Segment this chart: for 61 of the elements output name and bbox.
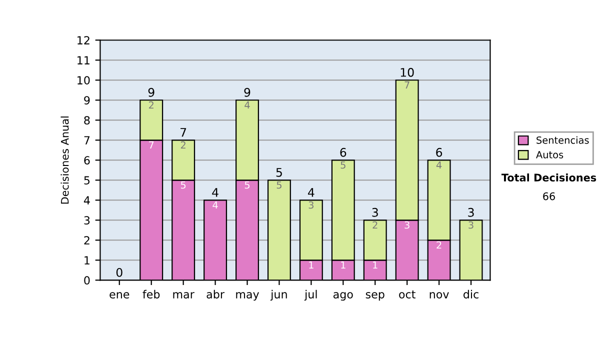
data-label: 1: [341, 261, 346, 269]
data-label: 7: [149, 141, 154, 149]
data-label: 1: [373, 261, 378, 269]
y-tick-label: 0: [84, 276, 90, 285]
data-label: 3: [468, 221, 474, 229]
data-label: 3: [404, 221, 410, 229]
y-tick-label: 9: [84, 96, 90, 105]
total-label: 3: [468, 208, 474, 217]
text: 66: [543, 192, 555, 200]
data-label: 2: [372, 221, 378, 229]
data-label: 4: [212, 201, 218, 209]
data-label: 5: [340, 161, 346, 169]
y-tick-label: 4: [84, 196, 90, 204]
y-tick-label: 12: [78, 36, 90, 44]
x-tick-label: feb: [142, 290, 160, 298]
x-tick-label: mar: [173, 292, 194, 298]
data-label: 5: [180, 181, 186, 189]
total-label: 10: [400, 68, 414, 77]
legend-label: Autos: [536, 151, 564, 158]
x-tick-label: nov: [430, 292, 449, 298]
total-label: 7: [180, 128, 186, 137]
legend-label: Sentencias: [536, 136, 589, 144]
total-label: 6: [340, 148, 346, 157]
y-tick-label: 6: [84, 156, 90, 165]
total-label: 9: [244, 88, 250, 97]
data-label: 2: [148, 101, 154, 109]
x-tick-label: dic: [464, 290, 478, 298]
data-label: 1: [309, 261, 314, 269]
text: Total Decisiones: [501, 173, 596, 182]
y-tick-label: 11: [78, 56, 90, 64]
x-tick-label: may: [236, 292, 260, 301]
y-tick-label: 3: [84, 216, 90, 225]
y-axis-title: Decisiones Anual: [60, 116, 69, 204]
x-tick-label: jul: [304, 290, 317, 301]
x-tick-label: sep: [366, 292, 384, 301]
x-tick-label: ago: [333, 292, 353, 301]
total-label: 4: [308, 188, 314, 197]
total-label: 5: [276, 168, 282, 177]
total-label: 0: [116, 268, 122, 277]
total-label: 9: [148, 88, 154, 97]
y-tick-label: 2: [84, 236, 90, 244]
x-tick-label: ene: [110, 292, 130, 298]
y-tick-label: 5: [84, 176, 90, 185]
total-label: 4: [212, 188, 218, 197]
data-label: 4: [436, 161, 442, 169]
data-label: 7: [404, 81, 410, 89]
data-label: 4: [244, 101, 250, 109]
data-label: 5: [244, 181, 250, 189]
total-label: 3: [372, 208, 378, 217]
total-label: 6: [436, 148, 442, 157]
data-label: 3: [308, 201, 314, 209]
x-tick-label: oct: [399, 290, 416, 298]
y-tick-label: 1: [84, 256, 90, 264]
x-tick-label: abr: [206, 290, 224, 298]
y-tick-label: 8: [84, 116, 90, 125]
data-label: 2: [436, 241, 442, 249]
y-tick-label: 7: [84, 136, 90, 144]
x-tick-label: jun: [270, 290, 287, 301]
data-label: 5: [276, 181, 282, 189]
y-tick-label: 10: [78, 76, 90, 85]
data-label: 2: [180, 141, 186, 149]
